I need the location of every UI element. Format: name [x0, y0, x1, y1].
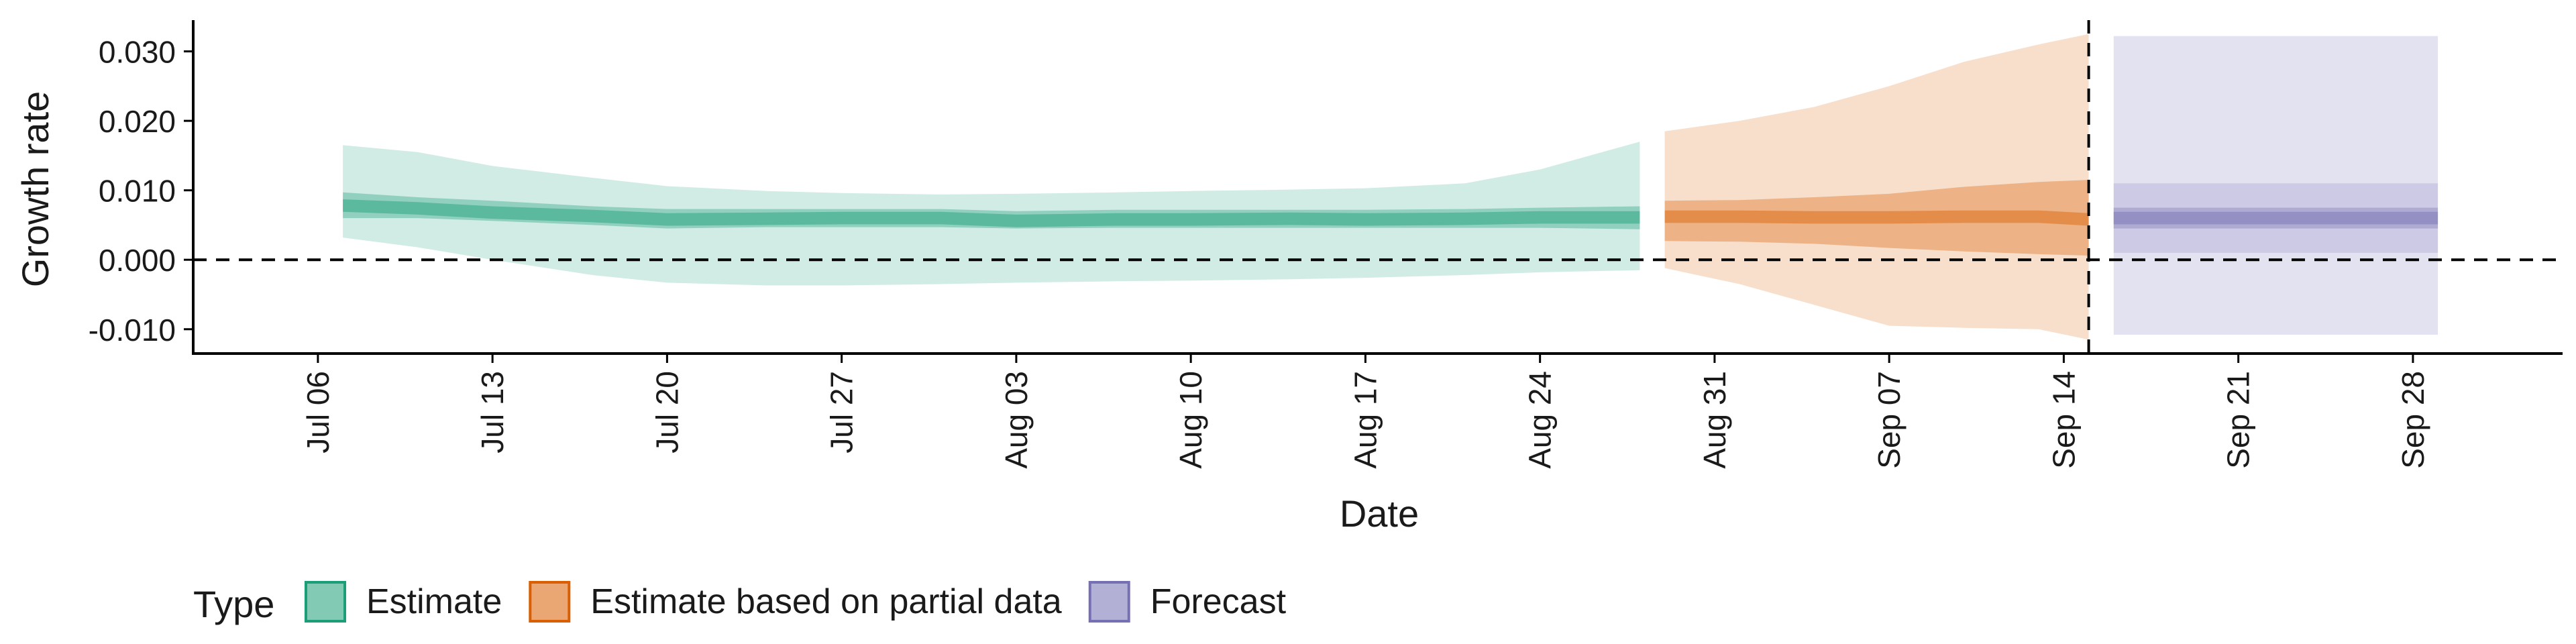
band-50-estimate-based-on-partial-data	[1664, 180, 2089, 256]
legend-swatch	[305, 581, 346, 623]
y-tick-label: 0.020	[99, 104, 176, 139]
series-estimate	[343, 142, 1640, 286]
x-tick-label: Sep 21	[2221, 371, 2256, 469]
band-50-estimate	[343, 192, 1640, 229]
band-90-estimate-based-on-partial-data	[1664, 34, 2089, 340]
legend: Type Estimate Estimate based on partial d…	[193, 581, 1287, 625]
x-ticks: Jul 06 Jul 13 Jul 20 Jul 27 Aug 03 Aug 10 Aug …	[301, 354, 2430, 469]
reference-lines	[193, 20, 2563, 354]
median-forecast	[2113, 211, 2438, 225]
band-90-estimate	[343, 142, 1640, 286]
band-75-forecast	[2113, 183, 2438, 253]
legend-item-forecast: Forecast	[1088, 581, 1287, 623]
legend-swatch	[529, 581, 571, 623]
y-tick-label: -0.010	[89, 313, 176, 347]
x-tick-label: Sep 28	[2396, 371, 2430, 469]
x-tick-label: Aug 17	[1348, 371, 1383, 469]
series-estimate-based-on-partial-data	[1664, 34, 2089, 340]
band-50-forecast	[2113, 207, 2438, 229]
series-forecast	[2113, 36, 2438, 335]
y-axis-title: Growth rate	[14, 91, 56, 288]
y-tick-label: 0.000	[99, 243, 176, 278]
x-tick-label: Aug 31	[1697, 371, 1732, 469]
x-tick-label: Aug 24	[1523, 371, 1558, 469]
legend-swatch	[1088, 581, 1130, 623]
x-axis-title: Date	[1340, 492, 1419, 535]
y-tick-label: 0.030	[99, 35, 176, 70]
x-tick-label: Jul 20	[649, 371, 684, 453]
median-estimate	[343, 199, 1640, 227]
x-tick-label: Jul 06	[301, 371, 335, 453]
x-tick-label: Jul 13	[475, 371, 510, 453]
uncertainty-bands	[343, 34, 2438, 340]
median-estimate-based-on-partial-data	[1664, 210, 2089, 226]
y-tick-label: 0.010	[99, 174, 176, 209]
legend-title: Type	[193, 583, 274, 625]
legend-label: Forecast	[1150, 582, 1287, 621]
band-90-forecast	[2113, 36, 2438, 335]
y-ticks: -0.010 0.000 0.010 0.020 0.030	[89, 35, 193, 347]
legend-item-estimate-based-on-partial-data: Estimate based on partial data	[529, 581, 1062, 623]
x-tick-label: Jul 27	[824, 371, 859, 453]
x-tick-label: Sep 07	[1872, 371, 1907, 469]
x-tick-label: Aug 03	[999, 371, 1034, 469]
axes	[192, 20, 2563, 355]
legend-label: Estimate based on partial data	[590, 582, 1062, 621]
legend-item-estimate: Estimate	[305, 581, 502, 623]
x-tick-label: Sep 14	[2046, 371, 2081, 469]
x-tick-label: Aug 10	[1173, 371, 1208, 469]
legend-label: Estimate	[366, 582, 502, 621]
